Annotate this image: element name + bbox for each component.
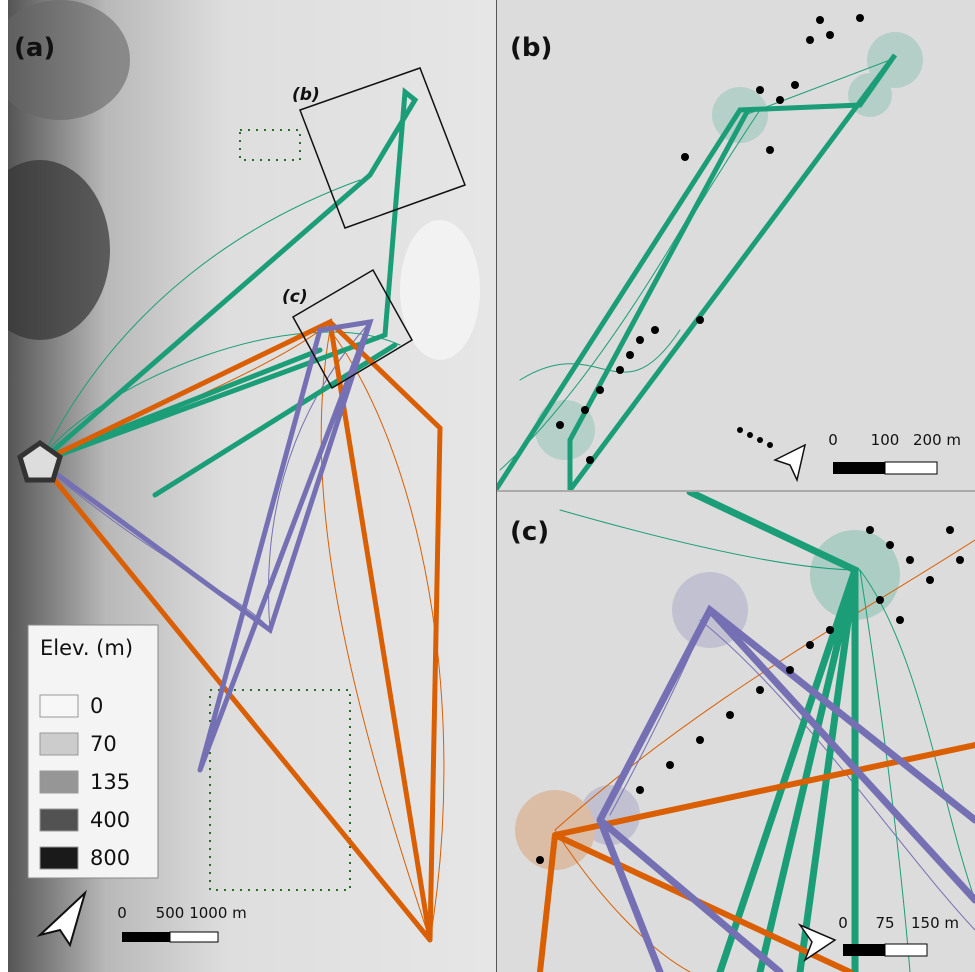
legend-swatch bbox=[40, 733, 78, 755]
panel-label: (a) bbox=[14, 33, 55, 63]
legend-swatch bbox=[40, 847, 78, 869]
legend-label: 0 bbox=[90, 694, 103, 718]
scale-label: 200 m bbox=[913, 431, 961, 449]
panel-b bbox=[497, 0, 975, 490]
figure: (a) (b) (c) Elev. (m) 0 70 135 400 800 0 500… bbox=[0, 0, 975, 972]
scale-label: 0 bbox=[117, 904, 127, 922]
legend-label: 135 bbox=[90, 770, 130, 794]
panel-c bbox=[497, 492, 975, 972]
scale-label: 0 bbox=[838, 914, 848, 932]
scale-label: 500 bbox=[156, 904, 185, 922]
scale-label: 1000 m bbox=[189, 904, 247, 922]
legend-swatch bbox=[40, 771, 78, 793]
legend-swatch bbox=[40, 695, 78, 717]
legend-swatch bbox=[40, 809, 78, 831]
legend-label: 400 bbox=[90, 808, 130, 832]
scale-label: 0 bbox=[828, 431, 838, 449]
legend: Elev. (m) 0 70 135 400 800 bbox=[28, 625, 158, 878]
legend-label: 70 bbox=[90, 732, 117, 756]
panel-label: (b) bbox=[510, 33, 552, 63]
inset-label: (c) bbox=[282, 287, 308, 307]
inset-label: (b) bbox=[292, 85, 320, 105]
panel-label: (c) bbox=[510, 517, 549, 547]
legend-label: 800 bbox=[90, 846, 130, 870]
scale-label: 100 bbox=[871, 431, 900, 449]
legend-title: Elev. (m) bbox=[40, 636, 133, 660]
scale-label: 75 bbox=[875, 914, 894, 932]
scale-label: 150 m bbox=[911, 914, 959, 932]
